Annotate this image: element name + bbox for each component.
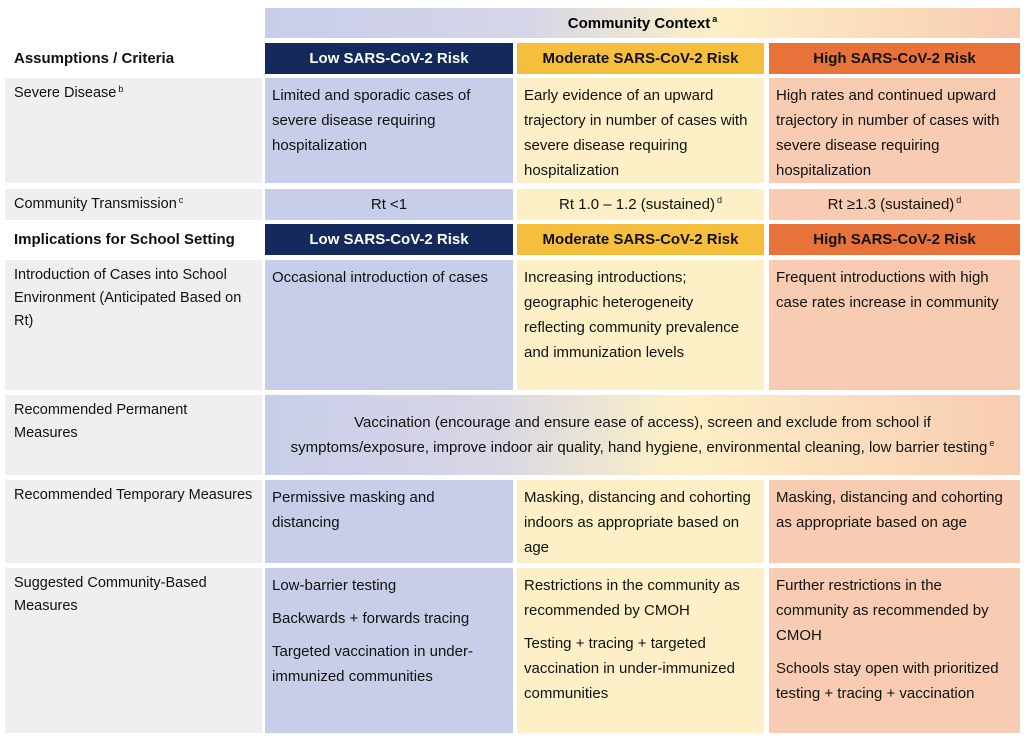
context-title: Community Context [567,14,711,32]
table-cell: Occasional introduction of cases [265,260,513,390]
row-label: Community Transmission c [5,189,262,220]
text: Rt 1.0 – 1.2 (sustained) [559,196,715,213]
spanning-cell: Vaccination (encourage and ensure ease o… [265,395,1020,475]
paragraph: Occasional introduction of cases [272,269,488,286]
risk-level-header: Moderate SARS-CoV-2 Risk [517,224,764,255]
text: Introduction of Cases into School Enviro… [14,267,242,329]
paragraph: Further restrictions in the community as… [776,577,989,644]
row-label: Recommended Permanent Measures [5,395,262,475]
risk-level-header: High SARS-CoV-2 Risk [769,43,1020,74]
paragraph: Targeted vaccination in under-immunized … [272,643,473,685]
risk-level-header: Low SARS-CoV-2 Risk [265,43,513,74]
table-cell: Early evidence of an upward trajectory i… [517,78,764,183]
paragraph: Masking, distancing and cohorting as app… [776,489,1003,531]
table-cell: Frequent introductions with high case ra… [769,260,1020,390]
table-cell: High rates and continued upward trajecto… [769,78,1020,183]
paragraph: Permissive masking and distancing [272,489,435,531]
table-cell: Further restrictions in the community as… [769,568,1020,733]
paragraph: Schools stay open with prioritized testi… [776,660,999,702]
table-cell: Rt <1 [265,189,513,220]
risk-level-header: High SARS-CoV-2 Risk [769,224,1020,255]
row-label-text: Severe Disease b [14,84,124,101]
row-label: Recommended Temporary Measures [5,480,262,563]
table-cell: Masking, distancing and cohorting as app… [769,480,1020,563]
cell-text: Rt 1.0 – 1.2 (sustained) d [559,192,722,217]
cell-text: Rt <1 [371,192,407,217]
footnote-mark: c [178,195,184,205]
row-label-text: Community Transmission c [14,193,183,216]
text: Rt ≥1.3 (sustained) [827,196,955,213]
table-cell: Rt ≥1.3 (sustained) d [769,189,1020,220]
table-cell: Low-barrier testing Backwards + forwards … [265,568,513,733]
footnote-mark: a [712,14,718,24]
row-label-text: Recommended Temporary Measures [14,487,252,503]
risk-level-header: Low SARS-CoV-2 Risk [265,224,513,255]
paragraph: Testing + tracing + targeted vaccination… [524,635,735,702]
row-label: Introduction of Cases into School Enviro… [5,260,262,390]
footnote-mark: e [989,438,995,448]
row-label-text: Introduction of Cases into School Enviro… [14,267,241,329]
row-label-text: Recommended Permanent Measures [14,402,187,441]
section-title: Implications for School Setting [5,224,262,255]
table-cell: Restrictions in the community as recomme… [517,568,764,733]
risk-level-header: Moderate SARS-CoV-2 Risk [517,43,764,74]
text: Severe Disease [14,85,117,101]
paragraph: Low-barrier testing [272,577,397,594]
table-cell: Increasing introductions; geographic het… [517,260,764,390]
row-label-text: Suggested Community-Based Measures [14,575,207,614]
paragraph: High rates and continued upward trajecto… [776,87,1000,179]
table-cell: Limited and sporadic cases of severe dis… [265,78,513,183]
table-cell: Permissive masking and distancing [265,480,513,563]
paragraph: Limited and sporadic cases of severe dis… [272,87,471,154]
cell-text: Rt ≥1.3 (sustained) d [828,192,962,217]
paragraph: Masking, distancing and cohorting indoor… [524,489,751,556]
paragraph: Backwards + forwards tracing [272,610,470,627]
table-cell: Rt 1.0 – 1.2 (sustained) d [517,189,764,220]
row-label: Severe Disease b [5,78,262,183]
footnote-mark: b [118,84,124,94]
text: Suggested Community-Based Measures [14,575,207,614]
section-title: Assumptions / Criteria [5,43,262,74]
text: Community Transmission [14,196,177,212]
text: Recommended Temporary Measures [14,487,253,503]
footnote-mark: d [956,195,962,205]
cell-text: Vaccination (encourage and ensure ease o… [285,410,1000,460]
paragraph: Increasing introductions; geographic het… [524,269,740,361]
footnote-mark: d [716,195,722,205]
paragraph: Frequent introductions with high case ra… [776,269,999,311]
table-cell: Masking, distancing and cohorting indoor… [517,480,764,563]
text: Vaccination (encourage and ensure ease o… [290,414,988,456]
row-label: Suggested Community-Based Measures [5,568,262,733]
paragraph: Restrictions in the community as recomme… [524,577,740,619]
paragraph: Early evidence of an upward trajectory i… [524,87,748,179]
text: Rt <1 [370,196,408,213]
context-header: Community Context a [265,8,1020,38]
text: Recommended Permanent Measures [14,402,188,441]
